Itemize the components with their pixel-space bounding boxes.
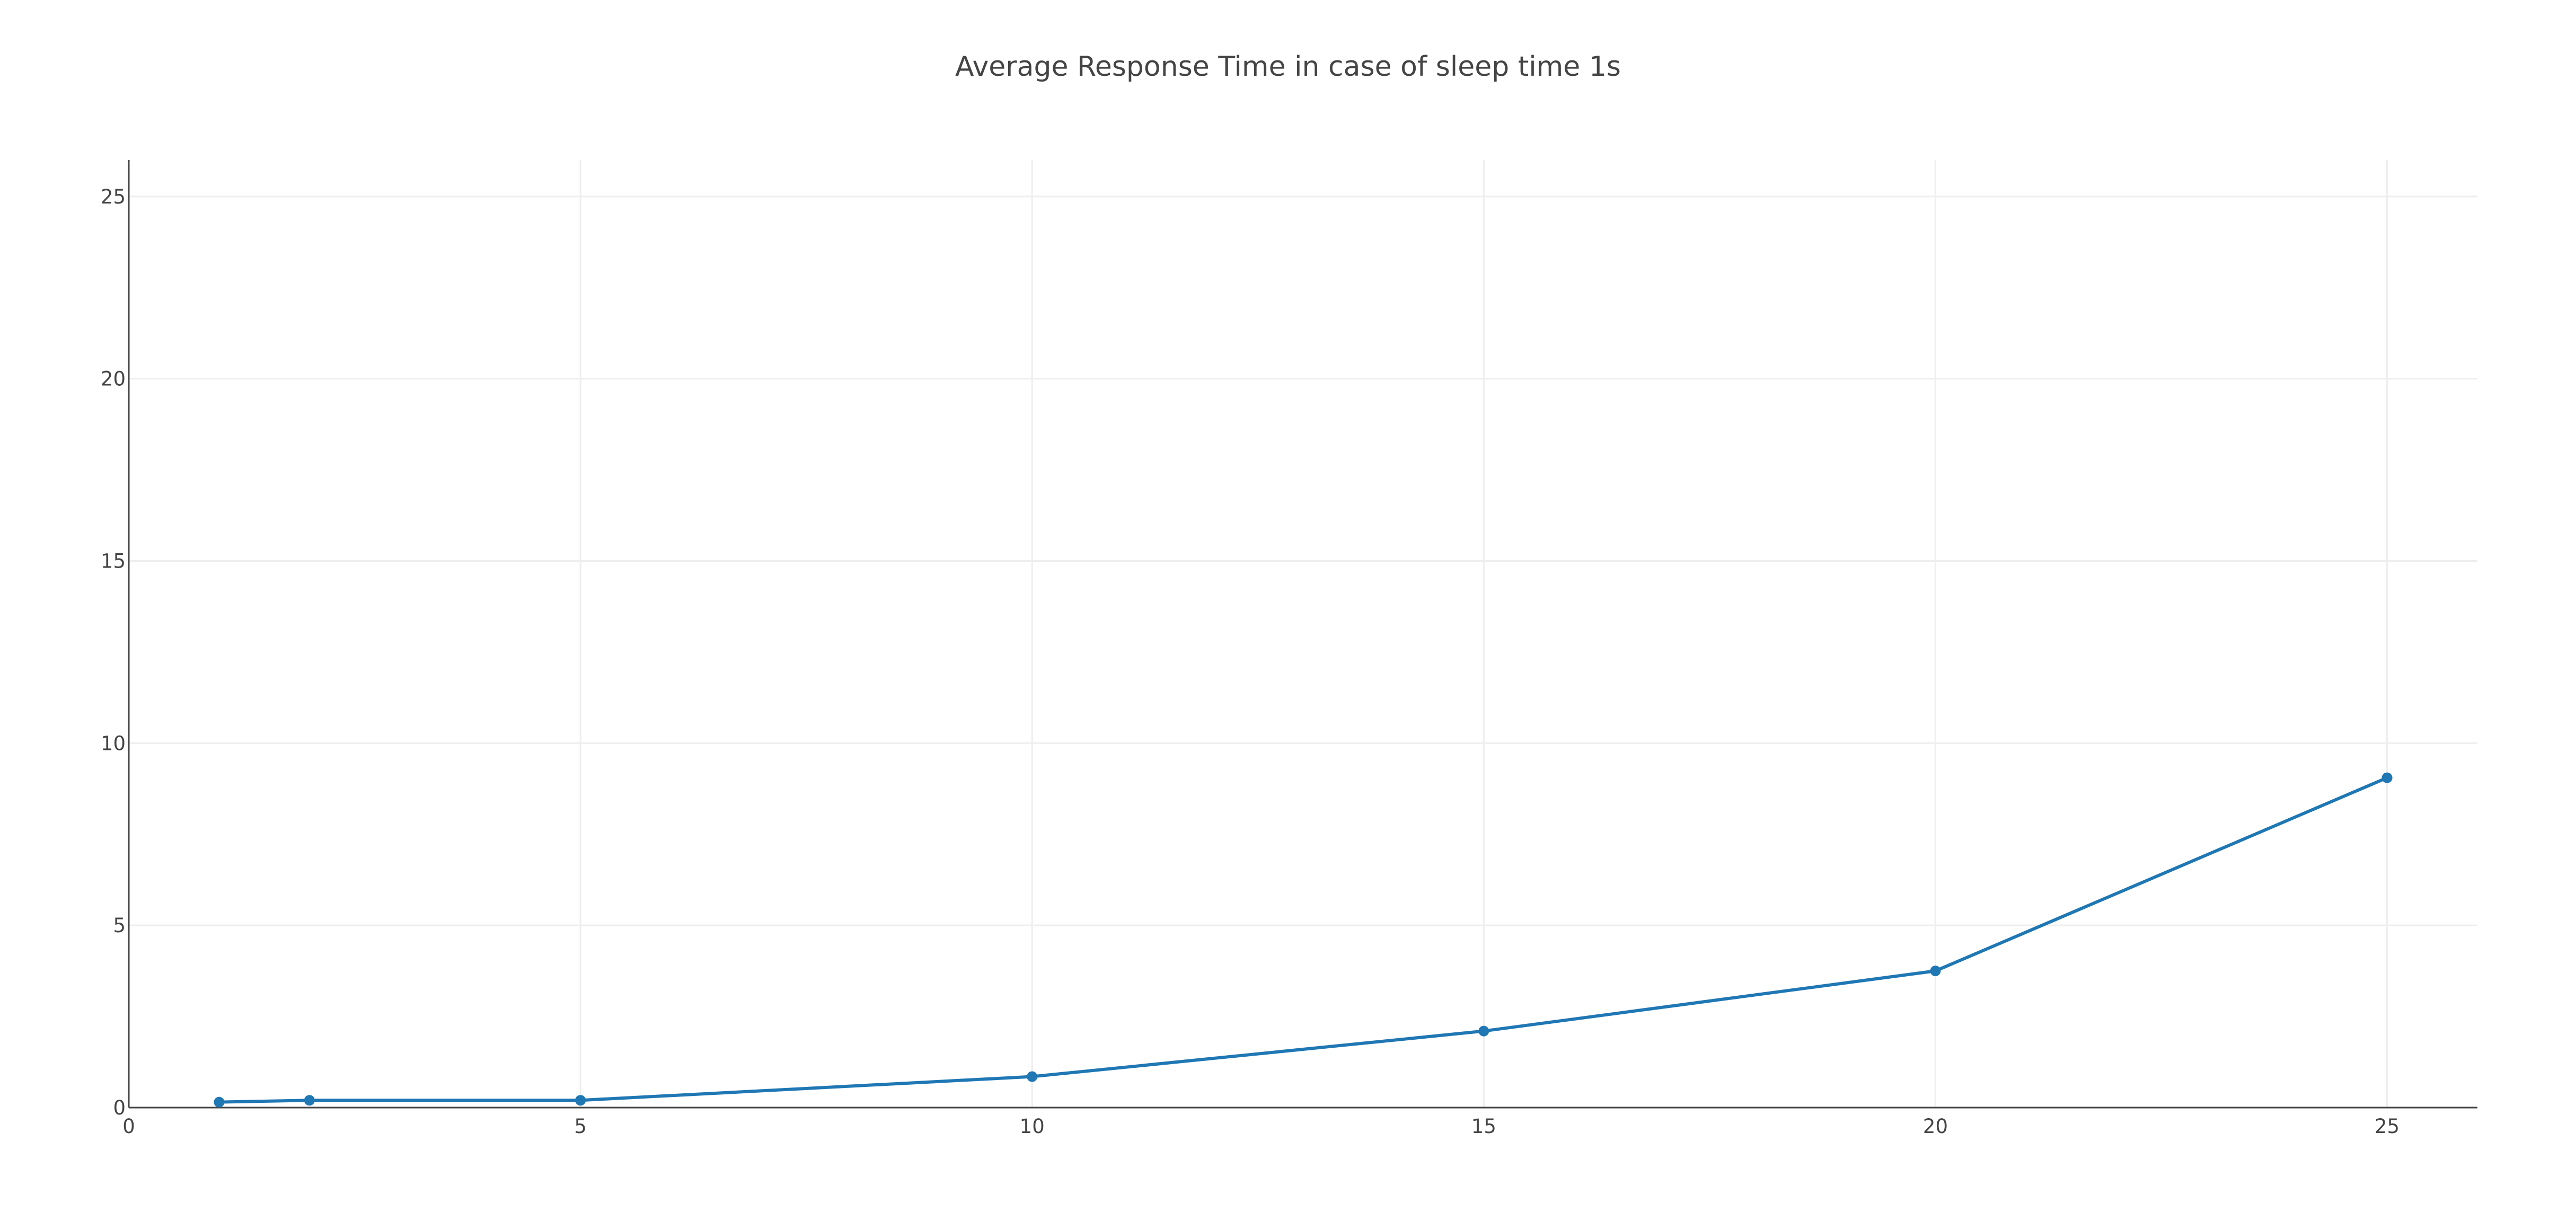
data-point <box>575 1095 586 1106</box>
x-tick-label: 20 <box>1923 1115 1948 1138</box>
x-tick-label: 5 <box>574 1115 587 1138</box>
x-tick-label: 10 <box>1020 1115 1045 1138</box>
y-tick-label: 25 <box>101 185 126 208</box>
y-tick-label: 5 <box>113 914 126 937</box>
data-point <box>214 1096 225 1108</box>
y-tick-label: 15 <box>101 550 126 572</box>
y-tick-label: 10 <box>101 732 126 755</box>
x-tick-label: 25 <box>2375 1115 2399 1138</box>
chart-title: Average Response Time in case of sleep t… <box>955 51 1621 83</box>
data-point <box>1478 1025 1489 1037</box>
data-point <box>1027 1071 1038 1082</box>
series-layer <box>214 772 2393 1108</box>
tick-labels: 0 5 10 15 20 25 0 5 10 15 20 25 <box>101 185 2399 1138</box>
y-tick-label: 0 <box>113 1096 126 1119</box>
data-point <box>304 1095 315 1106</box>
data-point <box>2381 772 2393 783</box>
y-tick-label: 20 <box>101 368 126 391</box>
axes <box>128 160 2477 1109</box>
grid-lines <box>129 160 2477 1108</box>
data-point <box>1930 966 1941 977</box>
series-line <box>217 776 2389 1104</box>
x-tick-label: 15 <box>1471 1115 1496 1138</box>
x-tick-label: 0 <box>122 1115 135 1138</box>
